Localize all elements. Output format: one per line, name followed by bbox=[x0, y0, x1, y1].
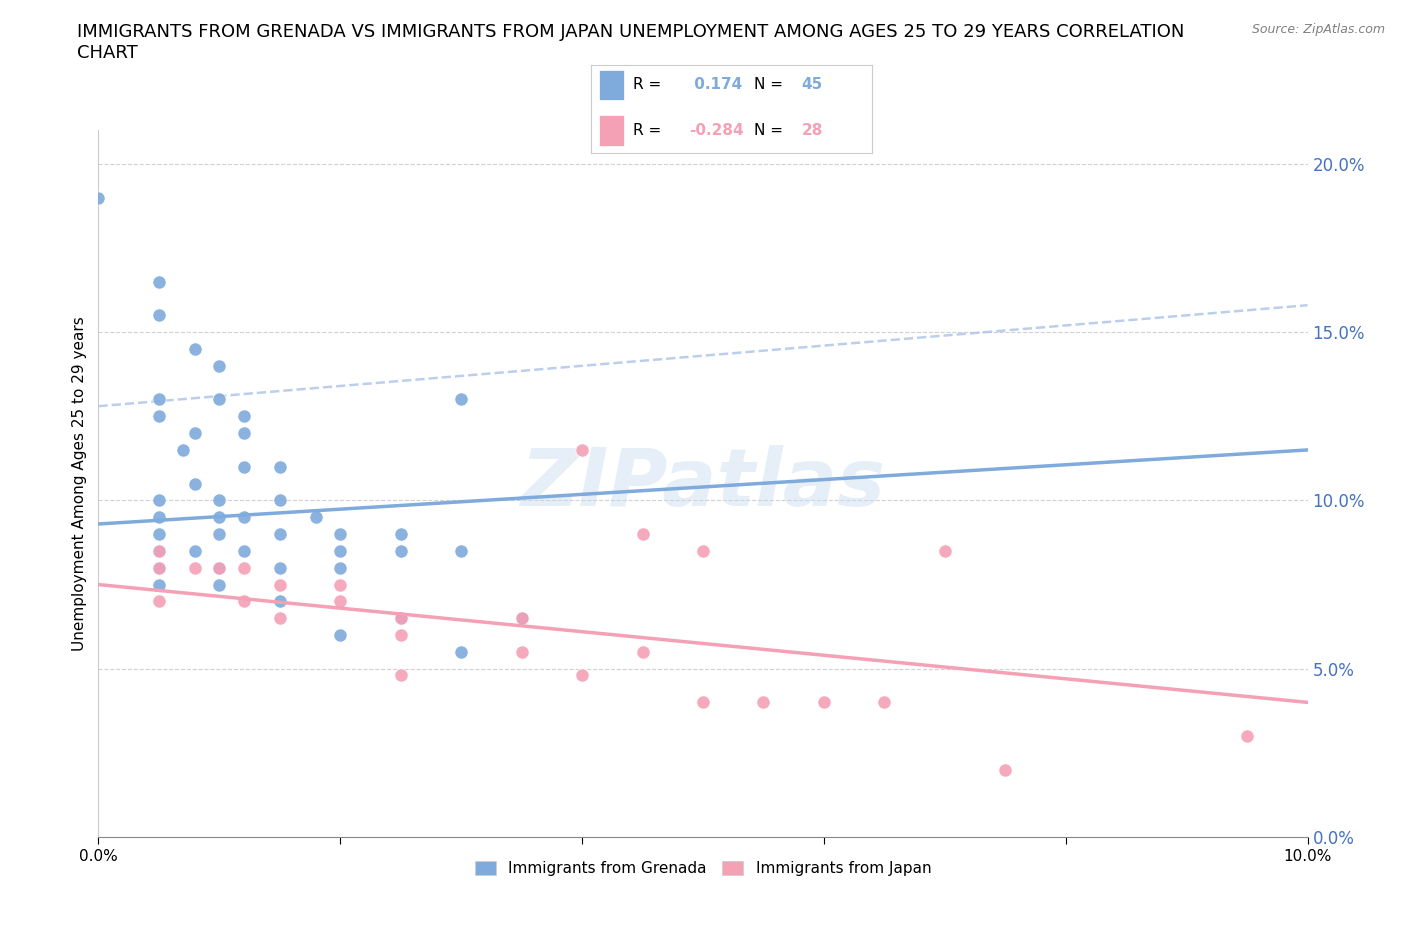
Point bbox=[269, 578, 291, 592]
Text: R =: R = bbox=[633, 77, 666, 92]
Text: IMMIGRANTS FROM GRENADA VS IMMIGRANTS FROM JAPAN UNEMPLOYMENT AMONG AGES 25 TO 2: IMMIGRANTS FROM GRENADA VS IMMIGRANTS FR… bbox=[77, 23, 1185, 62]
Point bbox=[631, 644, 654, 659]
Point bbox=[329, 543, 352, 558]
Text: N =: N = bbox=[754, 77, 787, 92]
Point bbox=[329, 628, 352, 643]
Text: N =: N = bbox=[754, 124, 787, 139]
Point bbox=[269, 560, 291, 575]
Point bbox=[208, 392, 231, 407]
Point bbox=[510, 644, 533, 659]
Point bbox=[148, 274, 170, 289]
Point bbox=[389, 526, 412, 541]
Point bbox=[148, 526, 170, 541]
Text: 28: 28 bbox=[801, 124, 823, 139]
Point bbox=[269, 526, 291, 541]
Point bbox=[1236, 728, 1258, 743]
Point bbox=[329, 560, 352, 575]
Point bbox=[232, 409, 254, 424]
Point bbox=[184, 341, 207, 356]
Point bbox=[232, 543, 254, 558]
Point bbox=[148, 493, 170, 508]
Point bbox=[148, 560, 170, 575]
Point bbox=[329, 578, 352, 592]
Point bbox=[208, 560, 231, 575]
Point bbox=[305, 510, 328, 525]
Point bbox=[571, 443, 593, 458]
Text: R =: R = bbox=[633, 124, 666, 139]
Point bbox=[510, 611, 533, 626]
Point bbox=[148, 409, 170, 424]
Point bbox=[87, 190, 110, 205]
Point bbox=[184, 476, 207, 491]
Point bbox=[148, 594, 170, 609]
Point bbox=[208, 578, 231, 592]
Point bbox=[994, 763, 1017, 777]
Point bbox=[232, 560, 254, 575]
Point bbox=[269, 611, 291, 626]
Point bbox=[752, 695, 775, 710]
Point bbox=[148, 392, 170, 407]
Point bbox=[692, 543, 714, 558]
Point bbox=[232, 594, 254, 609]
Bar bbox=[599, 115, 624, 146]
Point bbox=[813, 695, 835, 710]
Point bbox=[148, 578, 170, 592]
Point bbox=[148, 543, 170, 558]
Point bbox=[389, 611, 412, 626]
Point bbox=[329, 526, 352, 541]
Point bbox=[269, 493, 291, 508]
Point bbox=[232, 510, 254, 525]
Point bbox=[232, 426, 254, 441]
Point bbox=[450, 543, 472, 558]
Point bbox=[934, 543, 956, 558]
Text: ZIPatlas: ZIPatlas bbox=[520, 445, 886, 523]
Point bbox=[631, 526, 654, 541]
Point bbox=[184, 560, 207, 575]
Bar bbox=[599, 70, 624, 100]
Point bbox=[450, 392, 472, 407]
Point bbox=[510, 611, 533, 626]
Point bbox=[148, 543, 170, 558]
Text: 45: 45 bbox=[801, 77, 823, 92]
Point bbox=[184, 426, 207, 441]
Point bbox=[148, 510, 170, 525]
Y-axis label: Unemployment Among Ages 25 to 29 years: Unemployment Among Ages 25 to 29 years bbox=[72, 316, 87, 651]
Point bbox=[184, 543, 207, 558]
Point bbox=[389, 611, 412, 626]
Point bbox=[873, 695, 896, 710]
Point bbox=[232, 459, 254, 474]
Point bbox=[571, 668, 593, 683]
Point bbox=[172, 443, 194, 458]
Text: Source: ZipAtlas.com: Source: ZipAtlas.com bbox=[1251, 23, 1385, 36]
Point bbox=[450, 644, 472, 659]
Point bbox=[389, 668, 412, 683]
Point bbox=[329, 594, 352, 609]
Legend: Immigrants from Grenada, Immigrants from Japan: Immigrants from Grenada, Immigrants from… bbox=[468, 855, 938, 883]
Point bbox=[148, 308, 170, 323]
Point bbox=[208, 560, 231, 575]
Point bbox=[208, 493, 231, 508]
Point bbox=[208, 526, 231, 541]
Point bbox=[269, 459, 291, 474]
Point bbox=[208, 510, 231, 525]
Point bbox=[208, 358, 231, 373]
Point bbox=[389, 628, 412, 643]
Point bbox=[692, 695, 714, 710]
Point bbox=[148, 560, 170, 575]
Point bbox=[269, 594, 291, 609]
Text: 0.174: 0.174 bbox=[689, 77, 742, 92]
Point bbox=[389, 543, 412, 558]
Text: -0.284: -0.284 bbox=[689, 124, 744, 139]
